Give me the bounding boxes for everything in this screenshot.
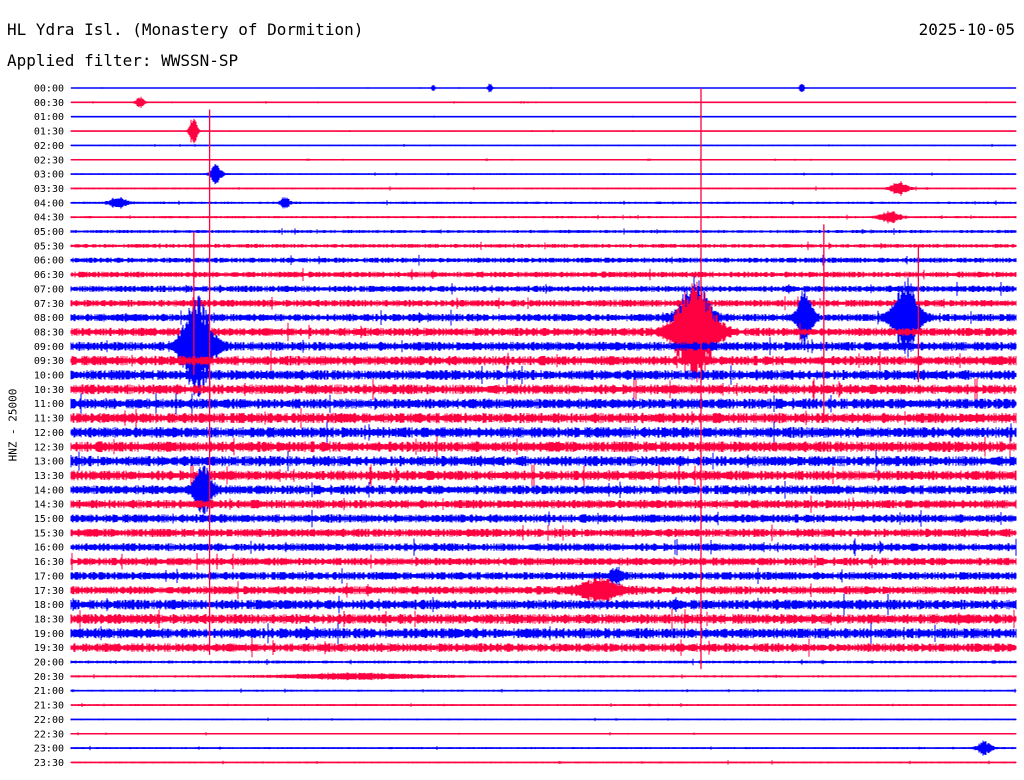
row-time-label: 16:30 (34, 557, 64, 568)
row-time-label: 00:00 (34, 84, 64, 95)
row-time-label: 02:30 (34, 155, 64, 166)
row-time-label: 17:00 (34, 571, 64, 582)
row-time-label: 22:30 (34, 729, 64, 740)
row-time-label: 02:00 (34, 141, 64, 152)
row-time-label: 19:00 (34, 629, 64, 640)
row-time-label: 07:00 (34, 284, 64, 295)
row-time-label: 16:00 (34, 543, 64, 554)
row-time-label: 00:30 (34, 98, 64, 109)
row-time-label: 11:00 (34, 399, 64, 410)
row-time-label: 12:30 (34, 442, 64, 453)
row-time-label: 03:00 (34, 170, 64, 181)
row-time-label: 22:00 (34, 715, 64, 726)
row-time-label: 18:30 (34, 614, 64, 625)
row-time-label: 09:30 (34, 356, 64, 367)
applied-filter: Applied filter: WWSSN-SP (7, 51, 239, 70)
row-time-label: 09:00 (34, 342, 64, 353)
row-time-label: 05:30 (34, 241, 64, 252)
row-time-label: 14:00 (34, 485, 64, 496)
row-time-label: 13:30 (34, 471, 64, 482)
row-time-label: 18:00 (34, 600, 64, 611)
row-time-label: 11:30 (34, 414, 64, 425)
row-time-label: 10:30 (34, 385, 64, 396)
row-time-label: 08:30 (34, 327, 64, 338)
row-time-label: 15:30 (34, 528, 64, 539)
row-time-label: 08:00 (34, 313, 64, 324)
row-time-label: 19:30 (34, 643, 64, 654)
record-date: 2025-10-05 (918, 20, 1015, 39)
row-time-label: 20:00 (34, 658, 64, 669)
row-time-label: 01:30 (34, 127, 64, 138)
row-time-label: 23:30 (34, 758, 64, 769)
row-time-label: 13:00 (34, 457, 64, 468)
row-time-label: 04:00 (34, 198, 64, 209)
row-time-label: 10:00 (34, 371, 64, 382)
row-time-label: 12:00 (34, 428, 64, 439)
row-time-label: 17:30 (34, 586, 64, 597)
row-time-label: 07:30 (34, 299, 64, 310)
row-time-label: 01:00 (34, 112, 64, 123)
row-time-label: 06:00 (34, 256, 64, 267)
row-time-label: 21:30 (34, 701, 64, 712)
row-time-label: 04:30 (34, 213, 64, 224)
row-time-label: 20:30 (34, 672, 64, 683)
row-time-label: 03:30 (34, 184, 64, 195)
row-time-label: 23:00 (34, 744, 64, 755)
row-time-label: 14:30 (34, 500, 64, 511)
row-time-label: 06:30 (34, 270, 64, 281)
row-time-label: 05:00 (34, 227, 64, 238)
row-time-label: 15:00 (34, 514, 64, 525)
row-time-label: 21:00 (34, 686, 64, 697)
station-title: HL Ydra Isl. (Monastery of Dormition) (7, 20, 364, 39)
